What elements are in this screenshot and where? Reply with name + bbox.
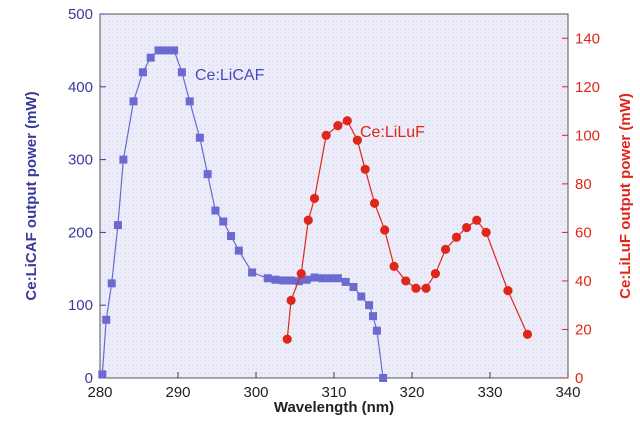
data-point-ce-liluf [369, 198, 380, 208]
data-point-ce-licaf [154, 46, 163, 55]
x-axis-title: Wavelength (nm) [274, 399, 394, 416]
data-point-ce-licaf [372, 326, 381, 335]
data-point-ce-licaf [379, 374, 388, 382]
data-point-ce-licaf [211, 206, 220, 215]
data-point-ce-liluf [389, 261, 399, 271]
data-point-ce-liluf [401, 276, 411, 286]
data-point-ce-licaf [227, 232, 236, 241]
plot-area [99, 13, 569, 379]
data-point-ce-licaf [369, 312, 377, 321]
data-point-ce-licaf [248, 268, 257, 277]
data-point-ce-licaf [138, 68, 147, 77]
data-point-ce-liluf [430, 269, 440, 279]
data-point-ce-licaf [234, 246, 243, 255]
y-right-tick-label: 20 [575, 321, 592, 338]
data-point-ce-liluf [380, 225, 390, 235]
data-point-ce-liluf [309, 193, 320, 204]
data-point-ce-liluf [411, 283, 421, 293]
data-point-ce-licaf [279, 276, 288, 285]
data-point-ce-licaf [349, 283, 358, 291]
y-axis-title-right: Ce:LiLuF output power (mW) [617, 93, 634, 299]
y-right-tick-label: 120 [575, 79, 600, 96]
data-point-ce-liluf [503, 286, 513, 296]
data-point-ce-licaf [365, 301, 374, 310]
x-tick-label: 300 [243, 384, 268, 401]
data-point-ce-licaf [203, 170, 212, 179]
y-right-tick-label: 0 [575, 370, 583, 387]
data-point-ce-licaf [98, 370, 107, 379]
y-right-tick-label: 80 [575, 176, 592, 193]
data-point-ce-liluf [352, 135, 362, 145]
data-point-ce-liluf [303, 215, 313, 225]
data-point-ce-licaf [185, 97, 194, 106]
y-right-tick-label: 140 [575, 30, 600, 47]
data-point-ce-liluf [481, 227, 491, 237]
x-tick-label: 290 [165, 384, 190, 401]
series-label-licaf: Ce:LiCAF [195, 67, 265, 84]
data-point-ce-licaf [113, 221, 122, 230]
y-right-tick-label: 100 [575, 127, 600, 144]
y-left-tick-label: 100 [68, 297, 93, 314]
y-axis-title-left: Ce:LiCAF output power (mW) [23, 91, 40, 300]
data-point-ce-liluf [451, 232, 462, 242]
data-point-ce-licaf [271, 275, 280, 284]
x-tick-label: 330 [477, 384, 502, 401]
data-point-ce-licaf [287, 276, 296, 285]
data-point-ce-licaf [219, 217, 228, 226]
y-left-tick-label: 500 [68, 6, 93, 23]
data-point-ce-liluf [286, 295, 296, 305]
data-point-ce-liluf [296, 269, 306, 279]
data-point-ce-liluf [462, 222, 472, 233]
y-left-tick-label: 200 [68, 224, 93, 241]
data-point-ce-licaf [263, 274, 272, 283]
data-point-ce-liluf [282, 334, 292, 344]
y-left-tick-label: 300 [68, 152, 93, 169]
data-point-ce-liluf [421, 283, 431, 293]
data-point-ce-licaf [333, 274, 342, 283]
data-point-ce-liluf [472, 215, 482, 225]
data-point-ce-liluf [360, 164, 370, 174]
data-point-ce-licaf [170, 46, 179, 55]
y-left-tick-label: 400 [68, 79, 93, 96]
data-point-ce-licaf [310, 273, 319, 282]
data-point-ce-licaf [129, 97, 138, 106]
y-right-tick-label: 60 [575, 224, 592, 241]
data-point-ce-licaf [107, 279, 116, 288]
data-point-ce-licaf [357, 292, 366, 301]
data-point-ce-licaf [195, 133, 204, 142]
series-label-liluf: Ce:LiLuF [360, 124, 425, 141]
y-left-tick-label: 0 [85, 370, 93, 387]
x-tick-label: 310 [321, 384, 346, 401]
data-point-ce-licaf [326, 274, 335, 283]
data-point-ce-licaf [146, 53, 155, 62]
data-point-ce-liluf [522, 329, 533, 339]
x-tick-label: 280 [87, 384, 112, 401]
ticks-layer: 280 290 300 310 320 330 3400100200300400500020… [68, 6, 600, 401]
data-point-ce-licaf [318, 274, 327, 283]
data-point-ce-licaf [302, 275, 311, 284]
data-point-ce-licaf [177, 68, 186, 77]
data-point-ce-liluf [321, 130, 331, 140]
series-layer [98, 46, 533, 382]
data-point-ce-licaf [119, 155, 128, 164]
x-tick-label: 340 [555, 384, 580, 401]
x-tick-label: 320 [399, 384, 424, 401]
data-point-ce-liluf [342, 116, 352, 126]
data-point-ce-licaf [102, 315, 111, 324]
data-point-ce-licaf [341, 277, 350, 286]
data-point-ce-liluf [333, 121, 343, 131]
y-right-tick-label: 40 [575, 273, 592, 290]
data-point-ce-licaf [162, 46, 171, 55]
data-point-ce-liluf [440, 244, 451, 254]
